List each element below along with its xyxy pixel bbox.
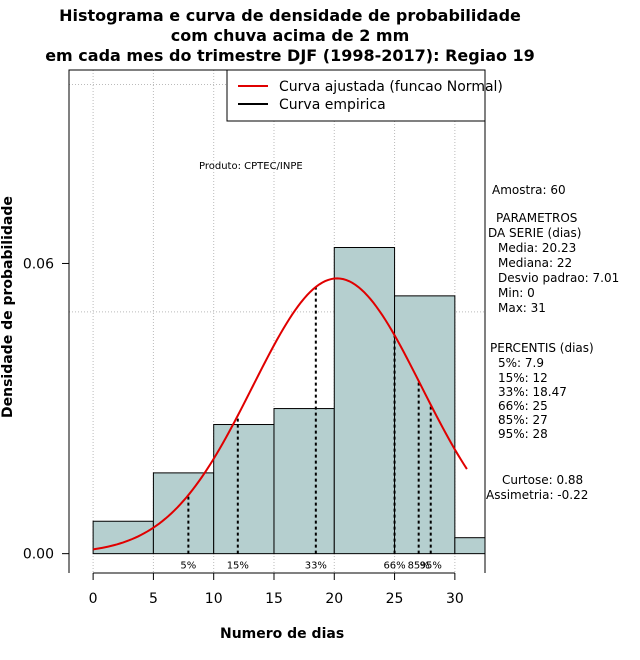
chart-title-line-1: Histograma e curva de densidade de proba… — [59, 6, 521, 25]
x-tick-label-20: 20 — [325, 591, 343, 607]
param-mediana: Mediana: 22 — [498, 256, 573, 270]
percentil-66: 66%: 25 — [498, 399, 548, 413]
param-min: Min: 0 — [498, 286, 535, 300]
param-max: Max: 31 — [498, 301, 546, 315]
y-tick-label-0: 0.00 — [23, 547, 54, 563]
params-header-2: DA SERIE (dias) — [488, 226, 582, 240]
histogram-bar-1 — [152, 472, 215, 555]
legend-label-empirical: Curva empirica — [279, 97, 386, 113]
histogram-bar-4 — [333, 247, 396, 555]
histogram-bar-5 — [394, 295, 456, 555]
chart-title-line-2: com chuva acima de 2 mm — [170, 26, 410, 45]
param-desvio: Desvio padrao: 7.01 — [498, 271, 620, 285]
legend-box — [226, 69, 486, 122]
x-tick-label-0: 0 — [89, 591, 98, 607]
param-media: Media: 20.23 — [498, 241, 577, 255]
legend-label-fitted: Curva ajustada (funcao Normal) — [279, 79, 503, 95]
percentile-label-4: 85% — [408, 561, 430, 572]
percentil-33: 33%: 18.47 — [498, 385, 567, 399]
y-tick-label-1: 0.06 — [23, 256, 54, 272]
percentil-85: 85%: 27 — [498, 413, 548, 427]
percentile-label-1: 15% — [227, 561, 249, 572]
percentis-header: PERCENTIS (dias) — [490, 341, 594, 355]
curtose-value: Curtose: 0.88 — [502, 473, 584, 487]
assimetria-value: Assimetria: -0.22 — [486, 488, 589, 502]
percentile-label-0: 5% — [180, 561, 196, 572]
histogram-bar-2 — [213, 424, 275, 555]
histogram-bar-6 — [454, 537, 486, 555]
x-tick-label-5: 5 — [149, 591, 158, 607]
percentile-label-2: 33% — [305, 561, 327, 572]
chart-title-line-3: em cada mes do trimestre DJF (1998-2017)… — [45, 46, 535, 65]
x-axis-label: Numero de dias — [220, 626, 345, 642]
histogram-bar-3 — [273, 408, 335, 555]
y-axis-label: Densidade de probabilidade — [0, 196, 16, 418]
x-tick-label-10: 10 — [205, 591, 223, 607]
x-tick-label-15: 15 — [265, 591, 283, 607]
fitted-normal-curve — [92, 277, 468, 551]
percentile-label-5: 95% — [420, 561, 442, 572]
params-header-1: PARAMETROS — [496, 211, 578, 225]
percentil-5: 5%: 7.9 — [498, 356, 544, 370]
sample-size: Amostra: 60 — [492, 183, 566, 197]
percentile-label-3: 66% — [383, 561, 405, 572]
product-annotation: Produto: CPTEC/INPE — [199, 161, 303, 172]
percentil-15: 15%: 12 — [498, 371, 548, 385]
x-tick-label-25: 25 — [386, 591, 404, 607]
x-tick-label-30: 30 — [446, 591, 464, 607]
percentil-95: 95%: 28 — [498, 427, 548, 441]
